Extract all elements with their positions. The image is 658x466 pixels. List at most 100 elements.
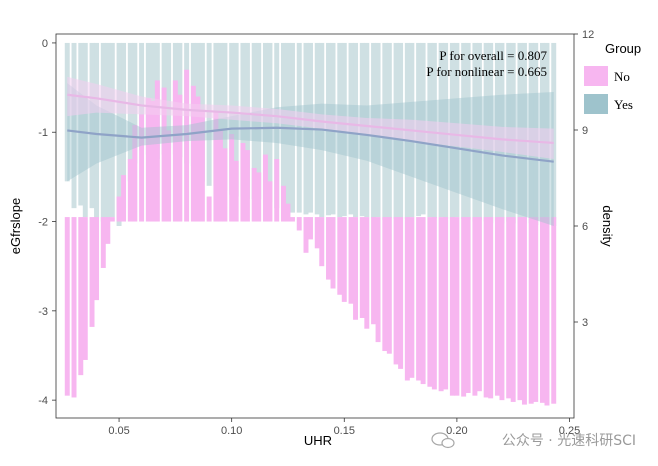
bar-yes [116,42,122,226]
bar-no [139,114,145,222]
fit-lines [67,93,554,163]
bar-no [528,217,534,404]
bar-no [177,94,183,222]
bar-yes [280,42,286,209]
x-axis-title: UHR [304,433,332,448]
bar-yes [121,42,127,209]
bar-no [109,217,115,222]
bar-no [533,217,539,402]
bar-no [427,217,433,387]
bar-no [488,217,494,399]
y2-tick-label: 6 [582,221,588,233]
bar-no [314,217,320,249]
legend-key-yes [584,94,608,114]
bar-no [94,217,100,301]
bar-no [420,217,426,385]
band-yes [67,83,554,227]
bar-no [71,217,77,398]
bar-no [116,196,122,222]
bar-no [364,217,370,329]
bar-no [353,217,359,320]
bar-no [461,217,467,397]
bar-no [64,217,70,396]
bar-no [386,217,392,354]
bar-no [330,217,336,289]
bar-no [267,181,273,222]
bar-yes [100,42,106,222]
bar-no [100,217,106,268]
bar-no [89,217,95,327]
bar-no [551,217,557,404]
x-tick-label: 0.20 [446,425,467,437]
bar-no [398,217,404,369]
bar-no [359,217,365,318]
x-axis: 0.05 0.10 0.15 0.20 0.25 [108,418,580,437]
bar-no [213,112,219,222]
bar-no [217,130,223,222]
bar-no [341,217,347,302]
bar-no [251,167,257,222]
bar-no [308,217,313,240]
bar-yes [274,42,280,209]
x-tick-label: 0.10 [221,425,242,437]
y-axis-right: 3 6 9 12 [574,29,594,329]
legend: Group No Yes [584,41,641,114]
bar-yes [150,42,156,142]
bar-no [78,217,84,376]
bar-yes [262,42,268,204]
bar-no [375,217,381,343]
bar-yes [89,42,95,209]
legend-title: Group [605,41,641,56]
bar-no [443,217,449,390]
bar-no [206,196,212,222]
legend-label-yes: Yes [614,97,633,112]
bar-no [319,217,325,267]
annotation-p-nonlinear: P for nonlinear = 0.665 [426,64,547,79]
bars-no-group [64,69,557,406]
bar-no [150,100,156,222]
bar-no [154,80,160,222]
bar-no [465,217,471,393]
bar-no [393,217,399,365]
bar-no [172,80,178,222]
bar-no [382,217,388,352]
bar-no [483,217,489,398]
y-tick-label: -4 [38,395,48,407]
y2-tick-label: 12 [582,29,594,41]
bar-no [274,159,280,222]
legend-label-no: No [614,69,630,84]
bar-no [476,217,482,392]
bar-no [127,159,133,222]
band-no [67,76,554,160]
bar-yes [285,42,291,211]
bar-no [409,217,415,378]
bar-no [285,203,291,222]
bar-no [296,217,302,231]
y2-axis-title: density [600,205,615,247]
bar-no [145,98,151,222]
confidence-bands [67,76,554,227]
bar-no [262,154,268,222]
bar-no [290,217,295,222]
bar-no [348,217,354,304]
bar-no [449,217,455,396]
y-axis-left: 0 -1 -2 -3 -4 [38,38,56,407]
x-tick-label: 0.15 [334,425,355,437]
watermark-text: 公众号 · 光速科研SCI [502,433,636,449]
bar-no [240,142,246,222]
bar-no [166,130,172,222]
legend-key-no [584,66,608,86]
bar-no [82,217,88,360]
bar-no [404,217,410,381]
bar-no [190,85,196,222]
bar-no [233,160,239,222]
bar-no [229,134,235,222]
bar-no [161,87,167,222]
bar-yes [82,42,88,218]
fit-line-yes [67,126,554,163]
bar-no [438,217,444,392]
y-tick-label: -2 [38,217,48,229]
bar-no [544,217,550,406]
bar-yes [78,42,84,206]
